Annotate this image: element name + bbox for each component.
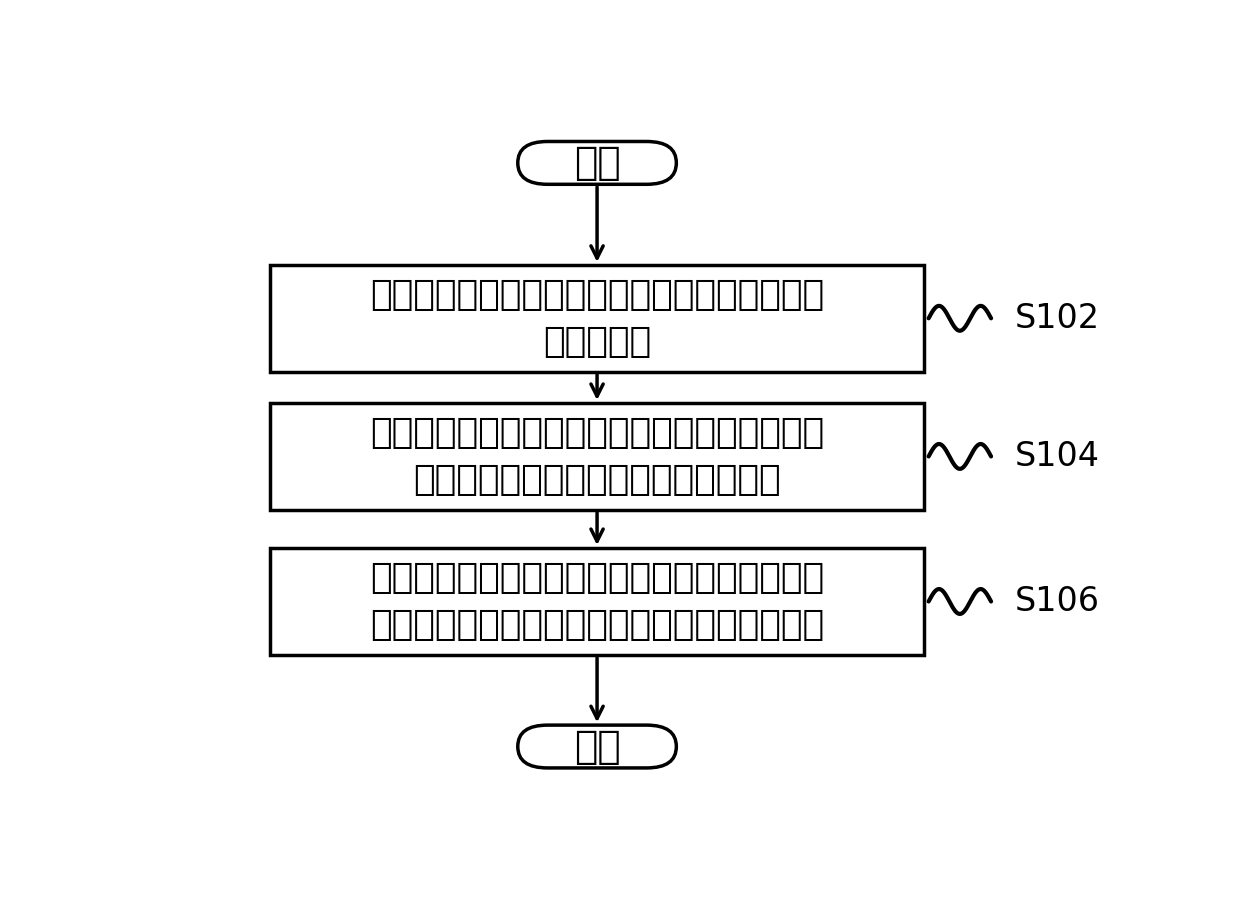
Text: 根据电子稳定性控制器的信号交互送辑生成电子
稳定性模型: 根据电子稳定性控制器的信号交互送辑生成电子 稳定性模型 [370, 277, 825, 359]
Text: 定义电子稳定性模型的通信接口，通信接口用于
与车辆模型和整车控制器模块传递信号: 定义电子稳定性模型的通信接口，通信接口用于 与车辆模型和整车控制器模块传递信号 [370, 415, 825, 497]
FancyBboxPatch shape [518, 142, 676, 184]
Text: S106: S106 [1016, 585, 1100, 618]
FancyBboxPatch shape [270, 265, 924, 372]
Text: 建立闭环测试系统，闭环测试系统包括通信连接
的电子稳定性模型、车辆模型和整车控制器模块: 建立闭环测试系统，闭环测试系统包括通信连接 的电子稳定性模型、车辆模型和整车控制… [370, 561, 825, 642]
FancyBboxPatch shape [270, 548, 924, 655]
Text: 开始: 开始 [574, 144, 620, 182]
FancyBboxPatch shape [270, 403, 924, 510]
Text: 结束: 结束 [574, 727, 620, 765]
Text: S104: S104 [1016, 440, 1100, 473]
Text: S102: S102 [1016, 301, 1100, 335]
FancyBboxPatch shape [518, 725, 676, 768]
